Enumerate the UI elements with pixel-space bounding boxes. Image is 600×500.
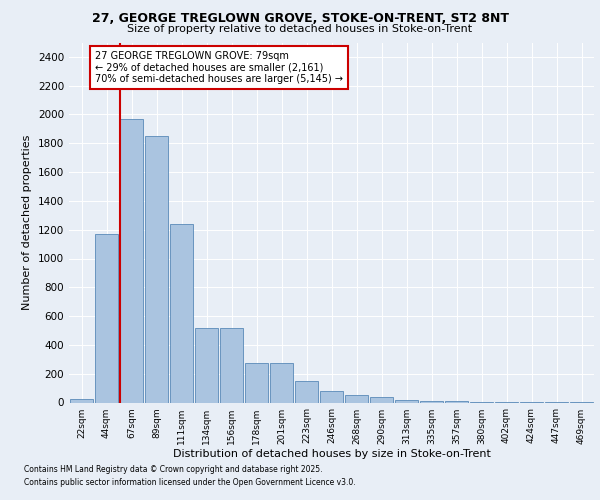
Bar: [345, 396, 368, 402]
Bar: [245, 363, 268, 403]
Bar: [70, 399, 93, 402]
X-axis label: Distribution of detached houses by size in Stoke-on-Trent: Distribution of detached houses by size …: [173, 450, 490, 460]
Bar: [270, 363, 293, 403]
Bar: [395, 400, 418, 402]
Text: 27, GEORGE TREGLOWN GROVE, STOKE-ON-TRENT, ST2 8NT: 27, GEORGE TREGLOWN GROVE, STOKE-ON-TREN…: [91, 12, 509, 26]
Bar: [370, 396, 393, 402]
Text: Size of property relative to detached houses in Stoke-on-Trent: Size of property relative to detached ho…: [127, 24, 473, 34]
Bar: [195, 328, 218, 402]
Text: 27 GEORGE TREGLOWN GROVE: 79sqm
← 29% of detached houses are smaller (2,161)
70%: 27 GEORGE TREGLOWN GROVE: 79sqm ← 29% of…: [95, 51, 343, 84]
Bar: [170, 224, 193, 402]
Bar: [145, 136, 168, 402]
Bar: [120, 119, 143, 403]
Y-axis label: Number of detached properties: Number of detached properties: [22, 135, 32, 310]
Bar: [295, 381, 318, 402]
Bar: [320, 391, 343, 402]
Text: Contains public sector information licensed under the Open Government Licence v3: Contains public sector information licen…: [24, 478, 356, 487]
Text: Contains HM Land Registry data © Crown copyright and database right 2025.: Contains HM Land Registry data © Crown c…: [24, 466, 323, 474]
Bar: [95, 234, 118, 402]
Bar: [220, 328, 243, 402]
Bar: [420, 401, 443, 402]
